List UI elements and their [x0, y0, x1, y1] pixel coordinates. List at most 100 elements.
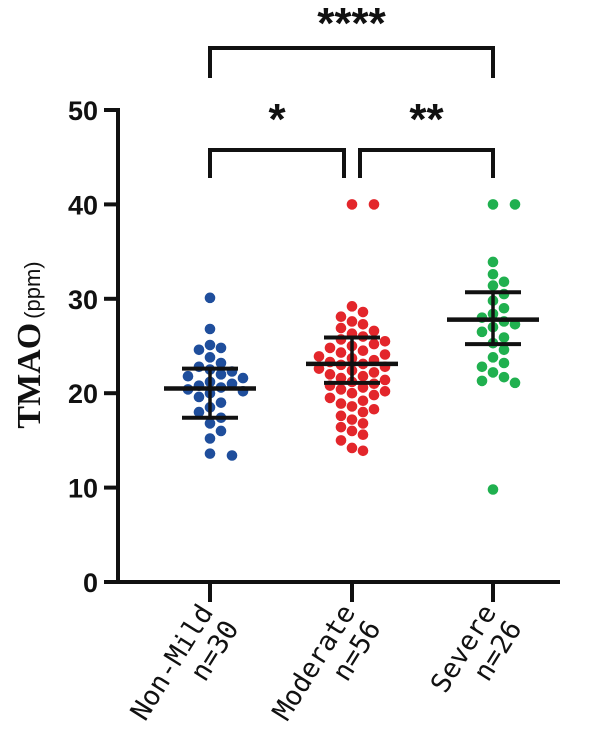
data-point — [204, 448, 216, 459]
data-point — [313, 351, 325, 362]
data-point — [204, 292, 216, 304]
data-point — [357, 345, 369, 357]
data-point — [487, 256, 499, 268]
data-point — [204, 418, 216, 429]
data-point — [357, 318, 369, 330]
significance-bracket — [208, 46, 495, 78]
data-point — [346, 401, 358, 412]
data-point — [379, 349, 391, 360]
data-point — [204, 433, 216, 444]
data-point — [357, 306, 369, 318]
y-tick-label: 40 — [68, 190, 98, 220]
data-point — [335, 398, 347, 409]
data-point — [335, 322, 347, 334]
y-tick-label: 0 — [83, 568, 98, 598]
significance-label: **** — [317, 0, 386, 48]
data-point — [335, 421, 347, 433]
data-point — [368, 338, 380, 350]
data-point — [335, 311, 347, 323]
data-point — [498, 302, 510, 314]
y-axis-label: TMAO — [11, 323, 48, 429]
data-point — [324, 369, 336, 380]
data-point — [215, 369, 227, 380]
data-point — [215, 342, 227, 354]
data-point — [487, 484, 499, 495]
data-point — [193, 391, 205, 403]
data-point — [335, 372, 347, 384]
data-point — [368, 325, 380, 337]
significance-brackets: ***** ** — [208, 0, 495, 178]
data-point — [368, 389, 380, 401]
data-point — [357, 370, 369, 382]
data-point — [487, 280, 499, 291]
significance-label: ** — [409, 95, 444, 144]
data-point — [346, 425, 358, 437]
data-point — [324, 392, 336, 404]
data-point — [226, 450, 238, 461]
data-point — [215, 357, 227, 369]
significance-bracket — [208, 148, 346, 178]
data-point — [357, 418, 369, 429]
y-axis-unit: (ppm) — [20, 261, 45, 318]
data-point — [498, 276, 510, 288]
data-point — [357, 445, 369, 457]
data-point — [324, 342, 336, 354]
data-point — [237, 372, 249, 384]
y-axis: 0 10 20 30 40 50 — [68, 96, 120, 598]
data-point — [215, 425, 227, 437]
data-point — [498, 332, 510, 343]
significance-bracket — [358, 148, 495, 178]
data-point — [215, 397, 227, 408]
data-point — [335, 435, 347, 446]
data-point — [487, 367, 499, 378]
y-tick-label: 20 — [68, 379, 98, 409]
data-point — [346, 199, 358, 210]
data-point — [487, 352, 499, 363]
data-point — [357, 406, 369, 418]
data-point — [487, 199, 499, 210]
data-point — [357, 429, 369, 441]
data-point — [368, 199, 380, 210]
data-point — [498, 371, 510, 383]
data-point — [335, 347, 347, 358]
svg-text:TMAO(ppm): TMAO (ppm) — [11, 261, 48, 428]
data-point — [193, 406, 205, 418]
data-point — [379, 335, 391, 347]
data-point — [498, 344, 510, 356]
data-point — [346, 301, 358, 312]
y-tick-label: 10 — [68, 474, 98, 504]
data-point — [346, 387, 358, 399]
data-point — [509, 199, 521, 210]
data-point — [476, 361, 488, 373]
data-point — [357, 395, 369, 407]
data-point — [509, 377, 521, 389]
data-point — [368, 367, 380, 378]
data-point — [204, 323, 216, 335]
data-point — [182, 370, 194, 382]
y-tick-label: 50 — [68, 96, 98, 126]
data-point — [204, 352, 216, 363]
data-point — [487, 268, 499, 280]
data-point — [346, 414, 358, 425]
data-point — [357, 382, 369, 393]
data-point — [193, 344, 205, 356]
data-point — [476, 326, 488, 338]
median-iqr-bars — [164, 290, 539, 420]
data-point — [335, 410, 347, 422]
data-point — [476, 375, 488, 387]
data-point — [346, 442, 358, 454]
labels: TMAO (ppm) — [11, 261, 48, 428]
data-point — [204, 339, 216, 351]
data-point — [379, 374, 391, 386]
data-point — [379, 386, 391, 397]
significance-label: * — [268, 95, 286, 144]
data-point — [335, 384, 347, 395]
data-point — [498, 357, 510, 369]
data-point — [346, 316, 358, 327]
y-tick-label: 30 — [68, 285, 98, 315]
data-point — [368, 403, 380, 415]
